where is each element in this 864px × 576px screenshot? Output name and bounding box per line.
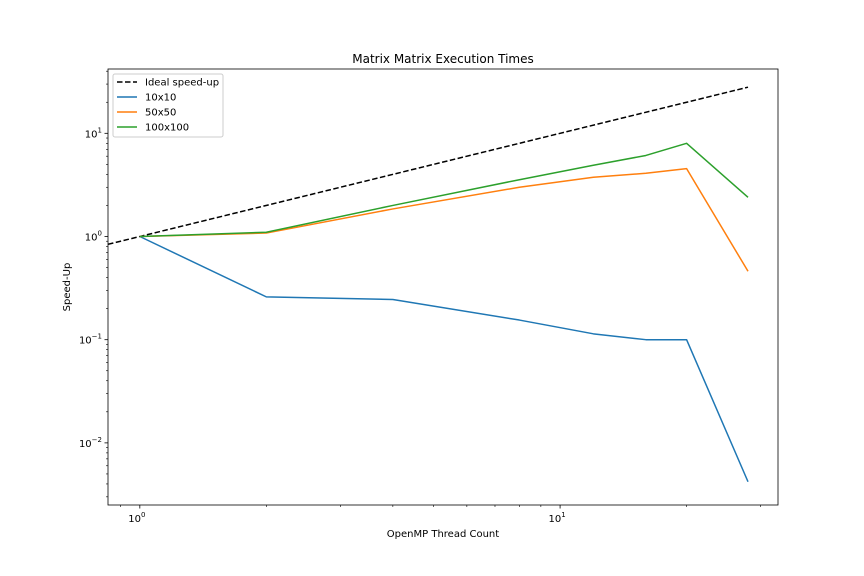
series-line-50x50	[139, 167, 749, 272]
legend-label: 50x50	[145, 108, 176, 119]
series-line-ideal-speed-up	[108, 86, 749, 246]
legend: Ideal speed-up 10x10 50x50 100x100	[112, 73, 224, 138]
legend-label: 10x10	[145, 93, 176, 104]
legend-label: 100x100	[145, 123, 189, 134]
legend-label: Ideal speed-up	[145, 78, 219, 89]
series-layer	[108, 86, 749, 483]
plot-area	[108, 69, 778, 505]
x-axis-label: OpenMP Thread Count	[387, 529, 499, 540]
legend-box	[112, 73, 224, 138]
plot-frame	[107, 68, 779, 506]
series-line-100x100	[139, 142, 749, 238]
chart-title: Matrix Matrix Execution Times	[352, 52, 534, 66]
y-axis-label: Speed-Up	[62, 263, 73, 312]
series-line-10x10	[139, 235, 749, 483]
